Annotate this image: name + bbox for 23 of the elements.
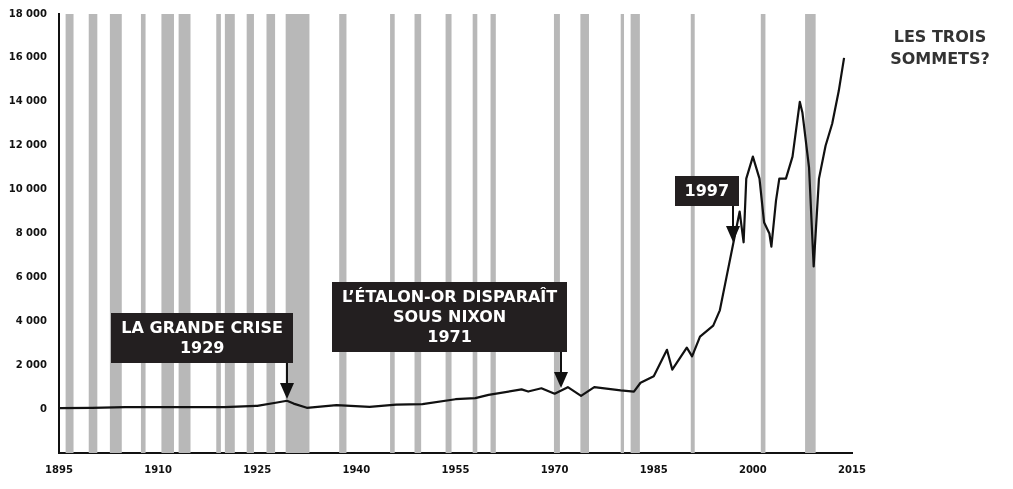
x-tick-label: 2015 (838, 463, 866, 475)
annotation: LA GRANDE CRISE 1929 (111, 312, 293, 363)
x-tick-label: 1895 (45, 463, 73, 475)
x-tick-label: 1940 (342, 463, 371, 475)
x-tick-label: 2000 (738, 463, 767, 475)
y-tick-label: 0 (40, 402, 48, 414)
y-tick-label: 18 000 (8, 7, 48, 19)
x-tick-label: 1955 (441, 463, 470, 475)
annotation: L’ÉTALON-OR DISPARAÎT SOUS NIXON 1971 (331, 282, 568, 353)
y-tick-label: 4 000 (15, 314, 48, 326)
x-tick-label: 1985 (639, 463, 668, 475)
annotation: 1997 (674, 176, 740, 207)
y-tick-label: 8 000 (15, 227, 48, 239)
x-tick-label: 1910 (144, 463, 173, 475)
y-tick-label: 6 000 (15, 270, 48, 282)
text: LES TROIS SOMMETS? (889, 26, 991, 70)
x-tick-label: 1925 (243, 463, 272, 475)
y-tick-label: 12 000 (8, 139, 48, 151)
y-tick-label: 16 000 (8, 51, 48, 63)
y-tick-label: 14 000 (8, 95, 48, 107)
x-tick-label: 1970 (540, 463, 569, 475)
y-tick-label: 10 000 (8, 183, 48, 195)
y-tick-label: 2 000 (15, 358, 48, 370)
